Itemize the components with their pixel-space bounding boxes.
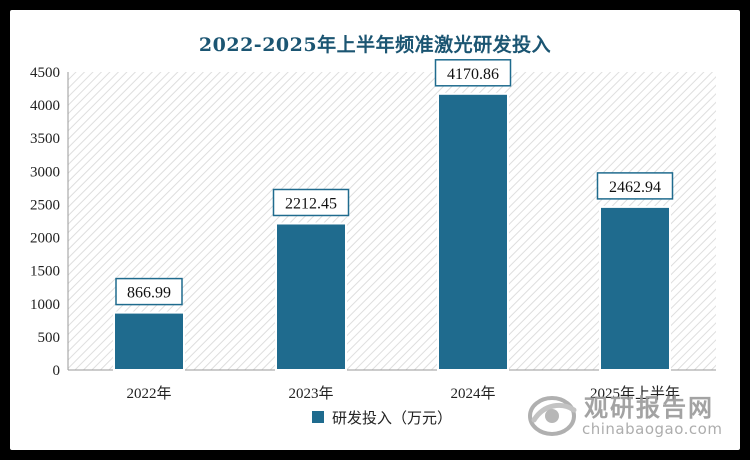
chart-plot: 0 500 1000 1500 2000 2500 3000 3500 4000 4500 202…: [30, 59, 716, 402]
x-tick-label: 2025年上半年: [590, 385, 680, 402]
data-label: 866.99: [127, 285, 171, 302]
bar-3: [437, 92, 509, 371]
y-tick-label: 2500: [30, 197, 60, 213]
data-label: 4170.86: [447, 66, 499, 83]
legend-label: 研发投入（万元）: [332, 410, 453, 427]
x-tick-label: 2024年: [450, 385, 495, 402]
data-label-box: [272, 188, 350, 217]
legend-swatch: [312, 411, 324, 423]
data-label: 2212.45: [285, 195, 337, 212]
y-tick-label: 500: [38, 330, 61, 346]
watermark: 观研报告网 chinabaogao.com: [522, 386, 732, 446]
y-tick-label: 1000: [30, 297, 60, 313]
data-label-box: [434, 59, 512, 87]
chart-title: 2022-2025年上半年频准激光研发投入: [198, 34, 552, 56]
y-tick-label: 1500: [30, 264, 60, 280]
chart-frame: 2022-2025年上半年频准激光研发投入 0 500 1000 1500 2000 25…: [10, 10, 740, 450]
bar-4: [599, 205, 671, 371]
y-tick-label: 2000: [30, 231, 60, 247]
watermark-en-text: chinabaogao.com: [582, 420, 723, 438]
y-tick-label: 4500: [30, 65, 60, 81]
y-tick-label: 0: [53, 363, 61, 379]
x-tick-label: 2023年: [288, 385, 333, 402]
x-tick-label: 2022年: [126, 385, 171, 402]
globe-swoosh-logo-icon: [528, 396, 577, 436]
bar-1: [113, 311, 185, 372]
data-label-box: [596, 172, 674, 200]
data-label-box: [115, 277, 183, 306]
bar-2: [275, 222, 347, 371]
y-tick-label: 4000: [30, 98, 60, 114]
watermark-cn-text: 观研报告网: [584, 394, 714, 422]
legend: 研发投入（万元）: [312, 406, 452, 428]
y-tick-label: 3000: [30, 164, 60, 180]
y-tick-label: 3500: [30, 131, 60, 147]
data-label: 2462.94: [609, 179, 661, 196]
